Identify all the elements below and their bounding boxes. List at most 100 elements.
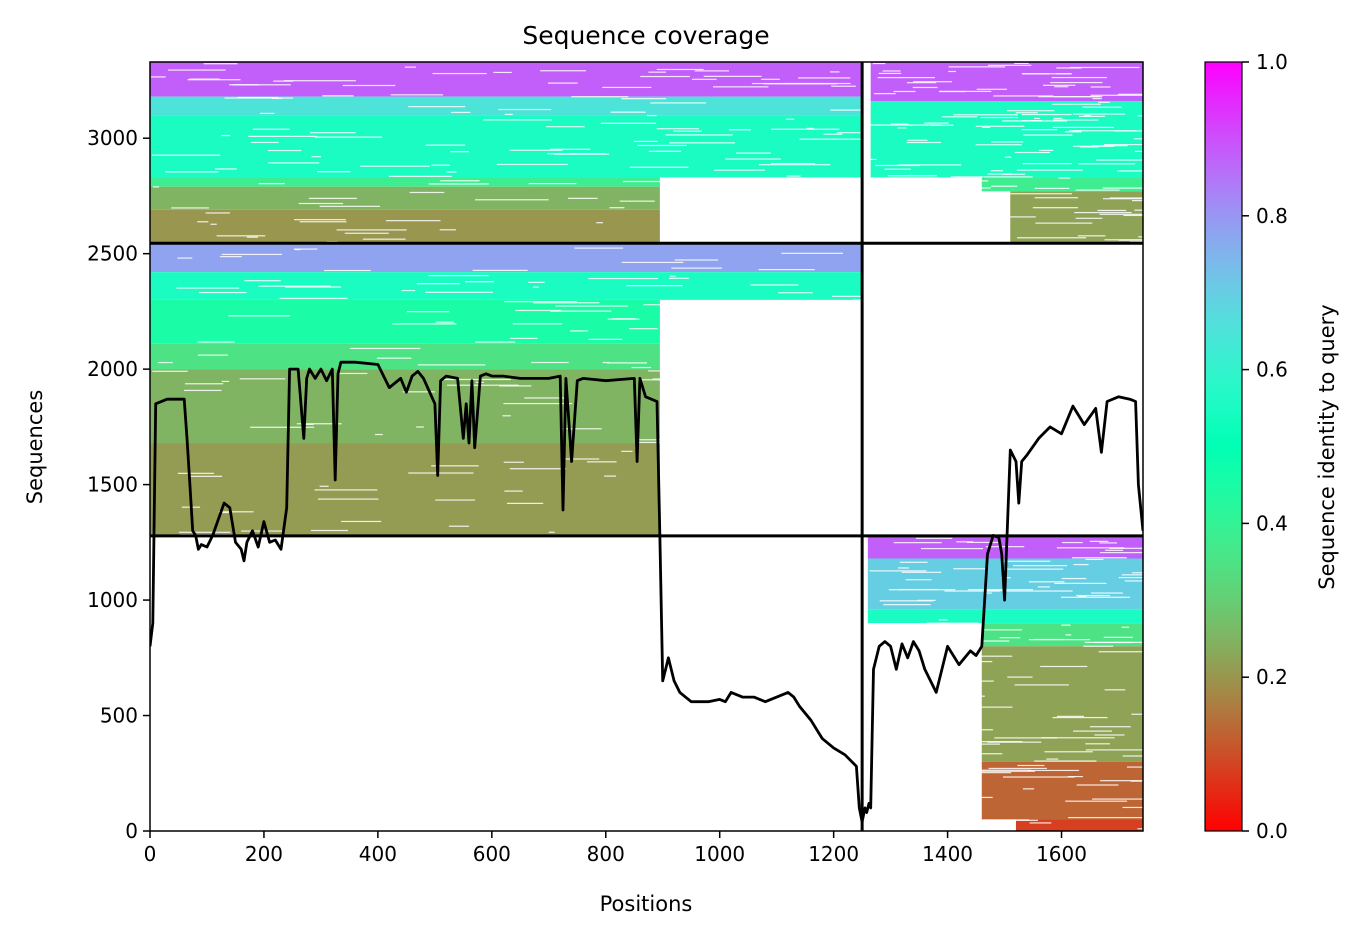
gap-streak — [1092, 98, 1102, 100]
gap-streak — [1085, 749, 1143, 751]
gap-streak — [404, 66, 416, 68]
gap-streak — [885, 666, 949, 669]
gap-streak — [786, 525, 836, 528]
gap-streak — [988, 767, 1047, 770]
gap-streak — [629, 328, 658, 330]
gap-streak — [894, 770, 967, 773]
gap-streak — [751, 349, 768, 351]
gap-streak — [294, 248, 318, 250]
gap-streak — [1134, 150, 1143, 153]
gap-streak — [685, 183, 743, 185]
gap-streak — [942, 233, 951, 235]
gap-streak — [726, 339, 733, 341]
gap-streak — [633, 140, 658, 143]
gap-streak — [447, 384, 519, 386]
gap-streak — [975, 729, 993, 731]
gap-streak — [778, 200, 800, 202]
gap-streak — [1137, 115, 1143, 117]
gap-streak — [930, 207, 967, 209]
gap-streak — [493, 71, 512, 74]
gap-streak — [669, 142, 736, 144]
gap-streak — [197, 354, 229, 356]
gap-streak — [917, 715, 949, 717]
gap-streak — [648, 71, 667, 73]
heatmap-band-middle-left-1 — [150, 272, 863, 300]
gap-streak — [260, 112, 275, 115]
gap-streak — [892, 227, 948, 229]
gap-streak — [273, 80, 294, 82]
gap-streak — [831, 85, 856, 87]
gap-streak — [832, 295, 863, 297]
gap-streak — [1023, 134, 1073, 136]
gap-streak — [1098, 101, 1110, 103]
gap-streak — [1056, 715, 1085, 717]
gap-streak — [906, 82, 937, 84]
gap-streak — [1133, 138, 1143, 140]
x-tick-label: 200 — [245, 842, 283, 866]
gap-streak — [239, 378, 286, 380]
gap-streak — [524, 397, 566, 399]
gap-streak — [1056, 547, 1125, 549]
gap-streak — [912, 86, 938, 89]
gap-streak — [937, 640, 1010, 642]
gap-streak — [725, 201, 798, 203]
gap-streak — [1134, 209, 1143, 211]
gap-streak — [588, 277, 658, 280]
gap-streak — [1043, 84, 1076, 86]
gap-streak — [509, 468, 567, 470]
gap-streak — [924, 122, 949, 124]
gap-streak — [799, 138, 863, 140]
gap-streak — [674, 259, 719, 261]
gap-streak — [789, 518, 853, 520]
gap-streak — [546, 126, 585, 128]
gap-streak — [301, 423, 314, 425]
gap-streak — [1001, 560, 1051, 562]
x-tick-label: 600 — [473, 842, 511, 866]
gap-streak — [668, 198, 735, 200]
gap-streak — [943, 185, 955, 187]
gap-streak — [1005, 590, 1073, 592]
gap-streak — [604, 475, 617, 477]
gap-streak — [528, 281, 545, 283]
gap-streak — [980, 116, 1018, 119]
gap-streak — [1123, 214, 1143, 217]
gap-streak — [1035, 222, 1093, 224]
gap-streak — [697, 233, 752, 235]
gap-streak — [967, 589, 1033, 591]
gap-streak — [1050, 81, 1103, 84]
gap-streak — [1122, 806, 1143, 809]
gap-streak — [893, 90, 916, 93]
gap-streak — [1104, 689, 1126, 691]
gap-streak — [1073, 563, 1089, 566]
gap-streak — [1056, 73, 1073, 75]
x-tick-label: 1000 — [694, 842, 745, 866]
gap-streak — [1092, 798, 1143, 800]
gap-streak — [506, 502, 544, 504]
gap-streak — [829, 71, 840, 73]
gap-streak — [837, 132, 863, 134]
gap-streak — [877, 215, 916, 217]
gap-streak — [283, 80, 356, 82]
gap-streak — [1117, 170, 1143, 172]
gap-streak — [336, 229, 407, 231]
gap-streak — [830, 109, 863, 111]
gap-streak — [1074, 211, 1132, 214]
gap-streak — [560, 428, 602, 430]
colorbar — [1204, 61, 1243, 832]
y-axis-ticks: 0 500 1000 1500 2000 2500 3000 — [87, 126, 150, 843]
gap-streak — [600, 122, 657, 124]
gap-streak — [1037, 586, 1051, 588]
gap-streak — [1092, 145, 1128, 147]
gap-streak — [920, 825, 970, 827]
gap-streak — [802, 224, 863, 226]
gap-streak — [1137, 828, 1143, 830]
gap-streak — [975, 216, 1036, 218]
gap-streak — [341, 520, 382, 523]
gap-streak — [650, 102, 707, 104]
gap-streak — [853, 299, 863, 301]
gap-streak — [425, 144, 466, 146]
gap-streak — [862, 158, 877, 161]
colorbar-tick-label: 0.4 — [1256, 511, 1288, 535]
gap-streak — [621, 261, 684, 264]
gap-streak — [1032, 207, 1079, 209]
